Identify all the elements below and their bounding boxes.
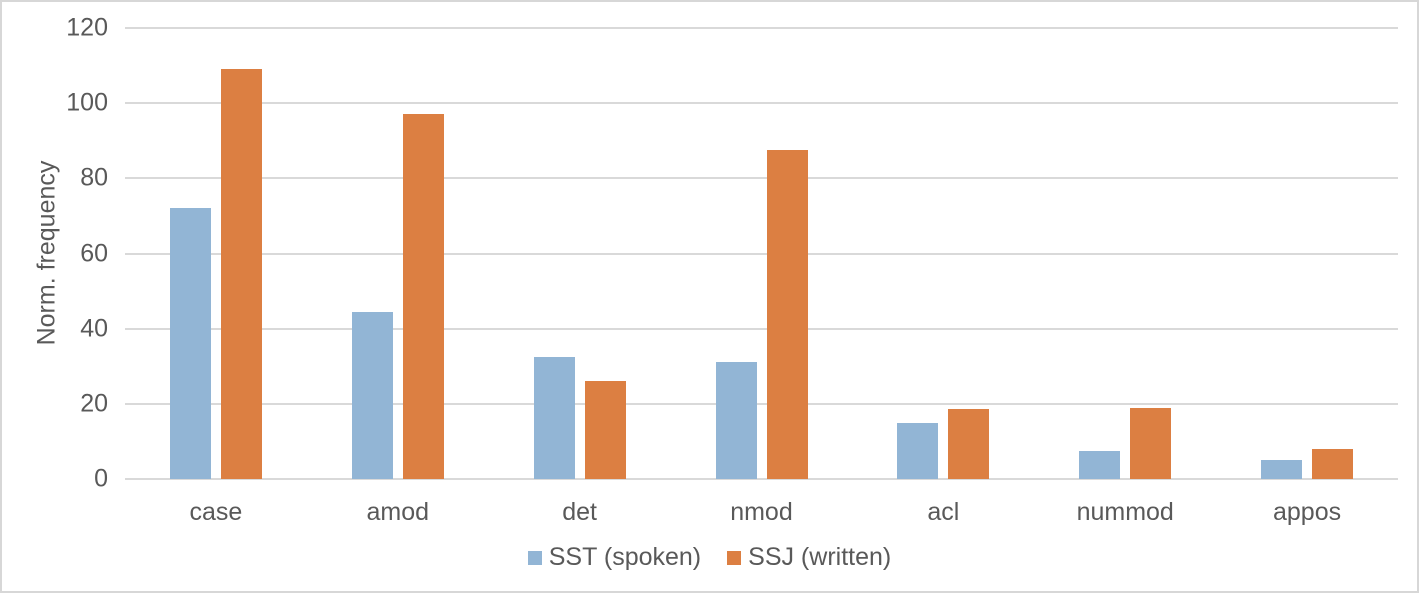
legend-label: SST (spoken) xyxy=(548,543,702,571)
ytick-label-60: 60 xyxy=(80,239,108,267)
ytick-label-80: 80 xyxy=(80,163,108,192)
legend: SST (spoken) SSJ (written) xyxy=(2,543,1417,572)
bar-sst-nmod xyxy=(715,362,757,479)
ytick-label-20: 20 xyxy=(80,389,108,418)
ytick-label-40: 40 xyxy=(80,314,108,343)
xcat-label-nmod: nmod xyxy=(730,498,793,526)
gridline-20 xyxy=(125,402,1398,405)
bar-ssj-det xyxy=(584,381,626,479)
xcat-label-det: det xyxy=(562,498,597,526)
legend-swatch-icon xyxy=(727,550,742,565)
gridline-40 xyxy=(125,327,1398,330)
bar-ssj-nmod xyxy=(766,150,808,479)
bar-ssj-case xyxy=(220,69,262,479)
ytick-label-100: 100 xyxy=(66,88,108,117)
legend-swatch-icon xyxy=(527,550,542,565)
bar-sst-amod xyxy=(351,311,393,479)
xcat-label-case: case xyxy=(189,498,243,526)
bar-sst-case xyxy=(169,208,211,479)
bar-ssj-nummod xyxy=(1130,407,1172,479)
gridline-120 xyxy=(125,27,1398,29)
bar-ssj-amod xyxy=(402,114,444,479)
gridline-60 xyxy=(125,252,1398,255)
bar-sst-nummod xyxy=(1079,450,1121,479)
x-axis-line xyxy=(125,478,1398,480)
ytick-label-120: 120 xyxy=(66,13,108,42)
xcat-label-acl: acl xyxy=(927,498,960,526)
legend-label: SSJ (written) xyxy=(748,543,892,571)
bar-ssj-appos xyxy=(1312,448,1354,479)
xcat-label-nummod: nummod xyxy=(1076,498,1174,526)
bar-sst-appos xyxy=(1261,460,1303,479)
xcat-label-amod: amod xyxy=(366,498,430,526)
xcat-label-appos: appos xyxy=(1273,498,1342,526)
legend-item-ssj: SSJ (written) xyxy=(727,543,891,572)
bar-sst-acl xyxy=(897,422,939,479)
ytick-label-0: 0 xyxy=(94,464,108,493)
gridline-80 xyxy=(125,177,1398,180)
bar-sst-det xyxy=(533,356,575,479)
gridline-100 xyxy=(125,102,1398,105)
bar-ssj-acl xyxy=(948,409,990,479)
legend-item-sst: SST (spoken) xyxy=(527,543,702,572)
